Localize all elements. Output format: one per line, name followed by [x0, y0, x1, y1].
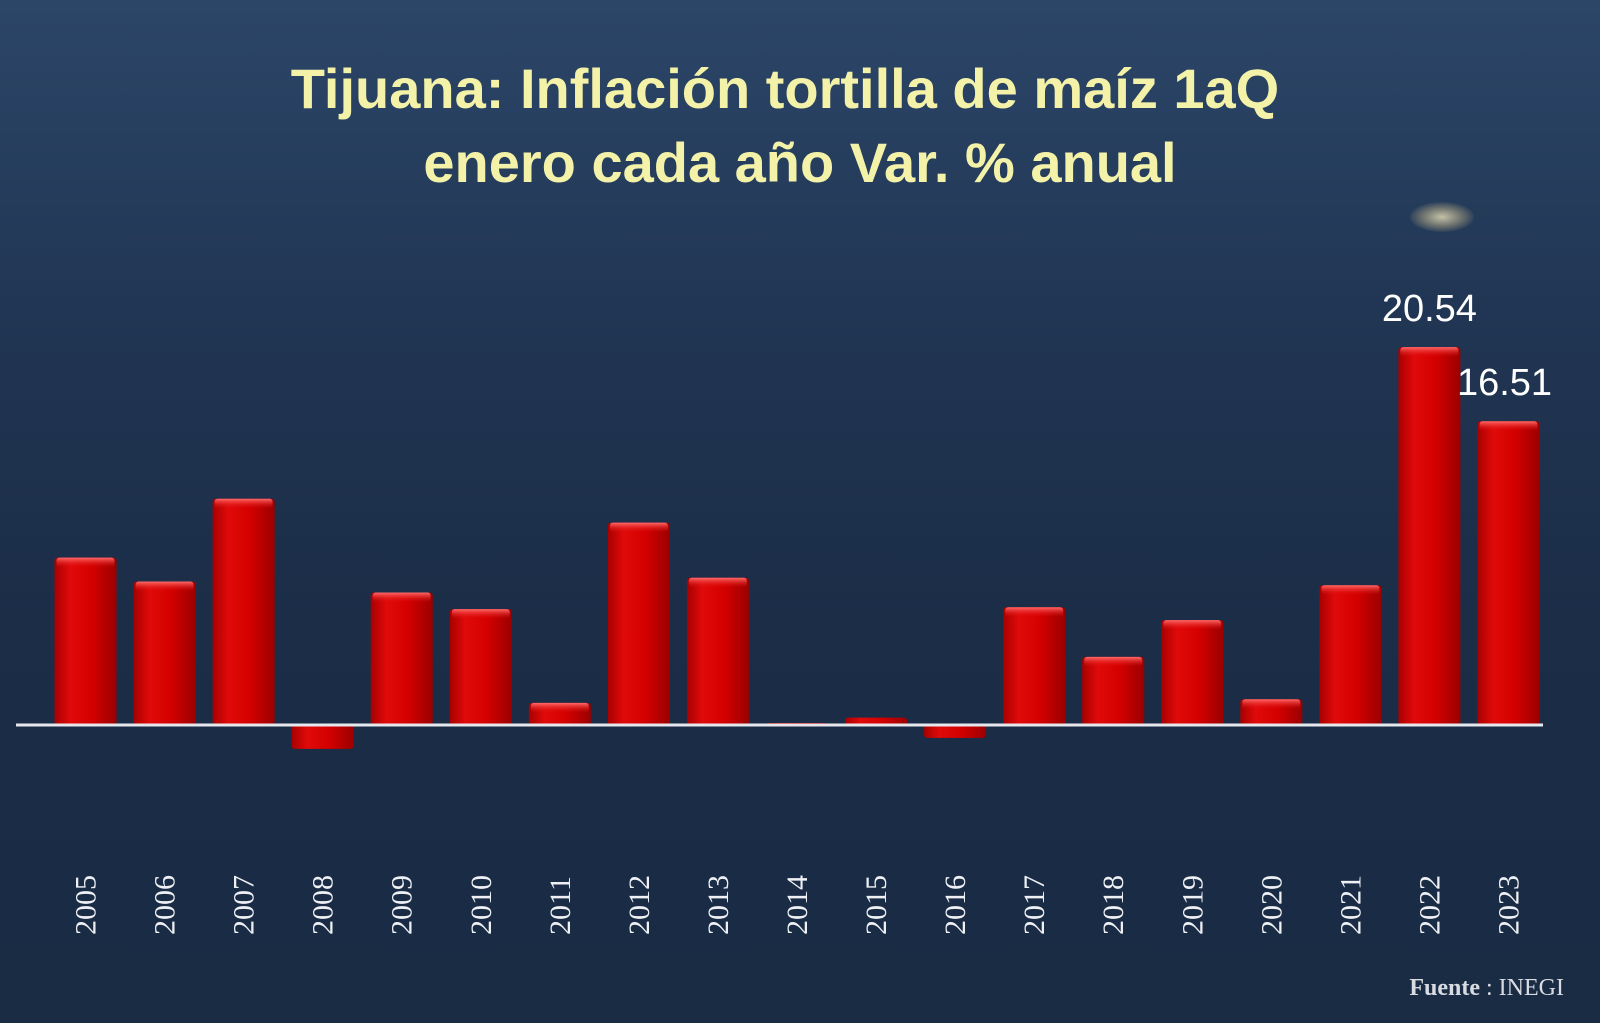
bar-series [54, 347, 1540, 749]
source-label: Fuente [1409, 975, 1481, 1001]
tick-label-2017: 2017 [1018, 875, 1051, 935]
bar-2018 [1082, 656, 1145, 725]
data-labels: 20.54 16.51 [1382, 288, 1552, 404]
bar-2009 [370, 592, 433, 725]
source-note: Fuente : INEGI [1409, 975, 1564, 1002]
tick-label-2010: 2010 [465, 875, 498, 935]
chart-title-line-2: enero cada año Var. % anual [423, 131, 1177, 194]
tick-label-2007: 2007 [228, 875, 261, 935]
bar-highlight-2005 [56, 557, 115, 568]
bar-2012 [607, 522, 670, 725]
bar-highlight-2009 [372, 592, 431, 603]
bar-highlight-2023 [1479, 421, 1538, 432]
chart-title: Tijuana: Inflación tortilla de maíz 1aQ … [0, 52, 1600, 200]
tick-label-2015: 2015 [860, 875, 893, 935]
source-value: : INEGI [1486, 975, 1564, 1001]
data-label-2023: 16.51 [1457, 362, 1552, 404]
bar-2005 [54, 557, 117, 725]
tick-label-2022: 2022 [1413, 875, 1446, 935]
bar-2017 [1003, 607, 1066, 725]
bar-highlight-2019 [1163, 620, 1222, 631]
bar-2007 [212, 498, 275, 725]
tick-label-2021: 2021 [1334, 875, 1367, 935]
bar-highlight-2006 [135, 581, 194, 592]
bar-highlight-2018 [1084, 656, 1143, 667]
bar-2015 [845, 717, 908, 725]
tick-label-2011: 2011 [544, 876, 577, 935]
bar-highlight-2021 [1321, 585, 1380, 596]
bar-2016 [924, 725, 987, 738]
bar-2008 [291, 725, 354, 749]
tick-label-2012: 2012 [623, 875, 656, 935]
tick-label-2009: 2009 [386, 875, 419, 935]
bar-highlight-2010 [451, 609, 510, 620]
tick-label-2016: 2016 [939, 875, 972, 935]
x-axis-tick-labels: 2005 2006 2007 2008 2009 2010 2011 2012 2013 2014… [70, 875, 1526, 935]
tick-label-2023: 2023 [1493, 875, 1526, 935]
chart-title-line-1: Tijuana: Inflación tortilla de maíz 1aQ [290, 57, 1280, 120]
bar-highlight-2022 [1400, 347, 1459, 358]
tick-label-2005: 2005 [70, 875, 103, 935]
bar-highlight-2017 [1005, 607, 1064, 618]
bar-highlight-2013 [688, 577, 747, 588]
bar-highlight-2012 [609, 522, 668, 533]
bar-highlight-2020 [1242, 699, 1301, 710]
bar-2021 [1319, 585, 1382, 725]
bar-2013 [686, 577, 749, 725]
tick-label-2008: 2008 [307, 875, 340, 935]
bar-2019 [1161, 620, 1224, 725]
bar-highlight-2011 [530, 702, 589, 713]
tick-label-2018: 2018 [1097, 875, 1130, 935]
bar-2006 [133, 581, 196, 725]
data-label-2022: 20.54 [1382, 288, 1477, 330]
tick-label-2014: 2014 [781, 875, 814, 935]
bar-2022 [1398, 347, 1461, 725]
bar-2010 [449, 609, 512, 725]
bar-2023 [1477, 421, 1540, 725]
light-spot-decoration [1410, 202, 1474, 232]
tick-label-2020: 2020 [1255, 875, 1288, 935]
tick-label-2019: 2019 [1176, 875, 1209, 935]
bar-highlight-2007 [214, 498, 273, 509]
tick-label-2013: 2013 [702, 875, 735, 935]
tick-label-2006: 2006 [149, 875, 182, 935]
